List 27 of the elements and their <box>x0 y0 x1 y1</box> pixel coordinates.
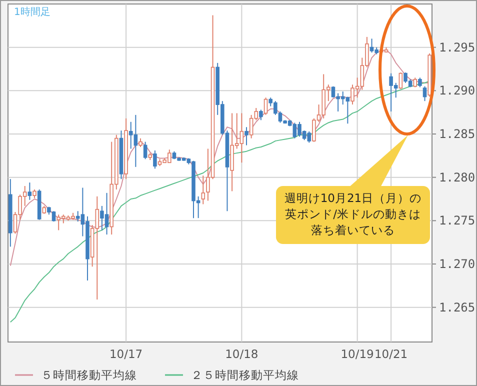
candlestick <box>28 182 32 200</box>
candlestick <box>264 97 268 116</box>
candlestick <box>143 141 148 160</box>
annotation: 1時間足 <box>14 6 50 18</box>
candlestick <box>398 72 403 90</box>
candlestick <box>259 109 263 121</box>
line-series <box>10 80 430 323</box>
candlestick <box>201 175 206 205</box>
candlestick <box>418 77 422 88</box>
x-tick-label: 10/19 <box>340 347 374 361</box>
y-tick-label: 1.285 <box>439 127 476 141</box>
annotation: 週明け10月21日（月）の英ポンド/米ドルの動きは落ち着いている <box>284 191 422 237</box>
x-tick-label: 10/21 <box>374 347 408 361</box>
x-tick-label: 10/18 <box>225 347 258 361</box>
y-tick-label: 1.280 <box>439 170 476 184</box>
y-tick-label: 1.265 <box>439 300 476 314</box>
y-tick-label: 1.290 <box>439 84 476 98</box>
y-tick-label: 1.275 <box>439 214 476 228</box>
x-tick-label: 10/17 <box>109 347 143 361</box>
line-series <box>10 49 430 266</box>
candlestick <box>422 86 427 102</box>
candlestick <box>244 126 248 146</box>
y-tick-label: 1.295 <box>439 40 476 54</box>
legend-label: ２５時間移動平均線 <box>191 368 299 382</box>
y-tick-label: 1.270 <box>439 257 476 271</box>
legend-label: ５時間移動平均線 <box>41 368 137 382</box>
candlestick <box>153 150 157 170</box>
